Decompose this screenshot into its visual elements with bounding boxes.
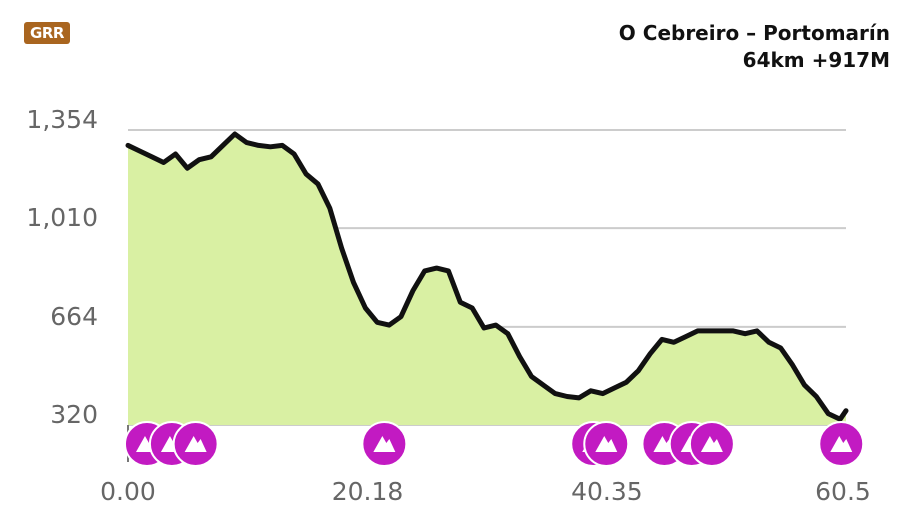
x-tick-label: 20.18 — [332, 477, 404, 506]
mountain-icon — [700, 436, 723, 452]
mountain-marker — [583, 421, 630, 467]
mountain-marker — [361, 421, 408, 467]
y-tick-label: 320 — [50, 400, 98, 429]
y-tick-label: 664 — [50, 302, 98, 331]
elevation-line — [125, 131, 849, 422]
chart-title: O Cebreiro – Portomarín — [618, 21, 890, 45]
x-tick-label: 0.00 — [100, 477, 156, 506]
y-tick-labels: 1,354 1,010 664 320 — [26, 105, 98, 429]
grr-logo: GRR — [24, 22, 70, 44]
elevation-area-fill — [128, 134, 846, 425]
mountain-icon — [830, 436, 853, 452]
elevation-profile-line — [125, 131, 849, 422]
mountain-marker — [172, 421, 219, 467]
chart-title-block: O Cebreiro – Portomarín 64km +917M — [619, 20, 890, 74]
chart-subtitle: 64km +917M — [742, 48, 890, 72]
mountain-icon — [595, 436, 618, 452]
mountain-marker — [818, 421, 865, 467]
y-tick-label: 1,354 — [26, 105, 98, 134]
x-tick-label: 40.35 — [571, 477, 643, 506]
mountain-icon — [184, 436, 207, 452]
x-tick-label: 60.5 — [815, 477, 871, 506]
mountain-marker — [688, 421, 735, 467]
waypoint-markers — [123, 421, 865, 467]
y-tick-label: 1,010 — [26, 203, 98, 232]
mountain-icon — [373, 436, 396, 452]
x-tick-labels: 0.00 20.18 40.35 60.5 — [100, 477, 871, 506]
elevation-area — [128, 134, 846, 425]
